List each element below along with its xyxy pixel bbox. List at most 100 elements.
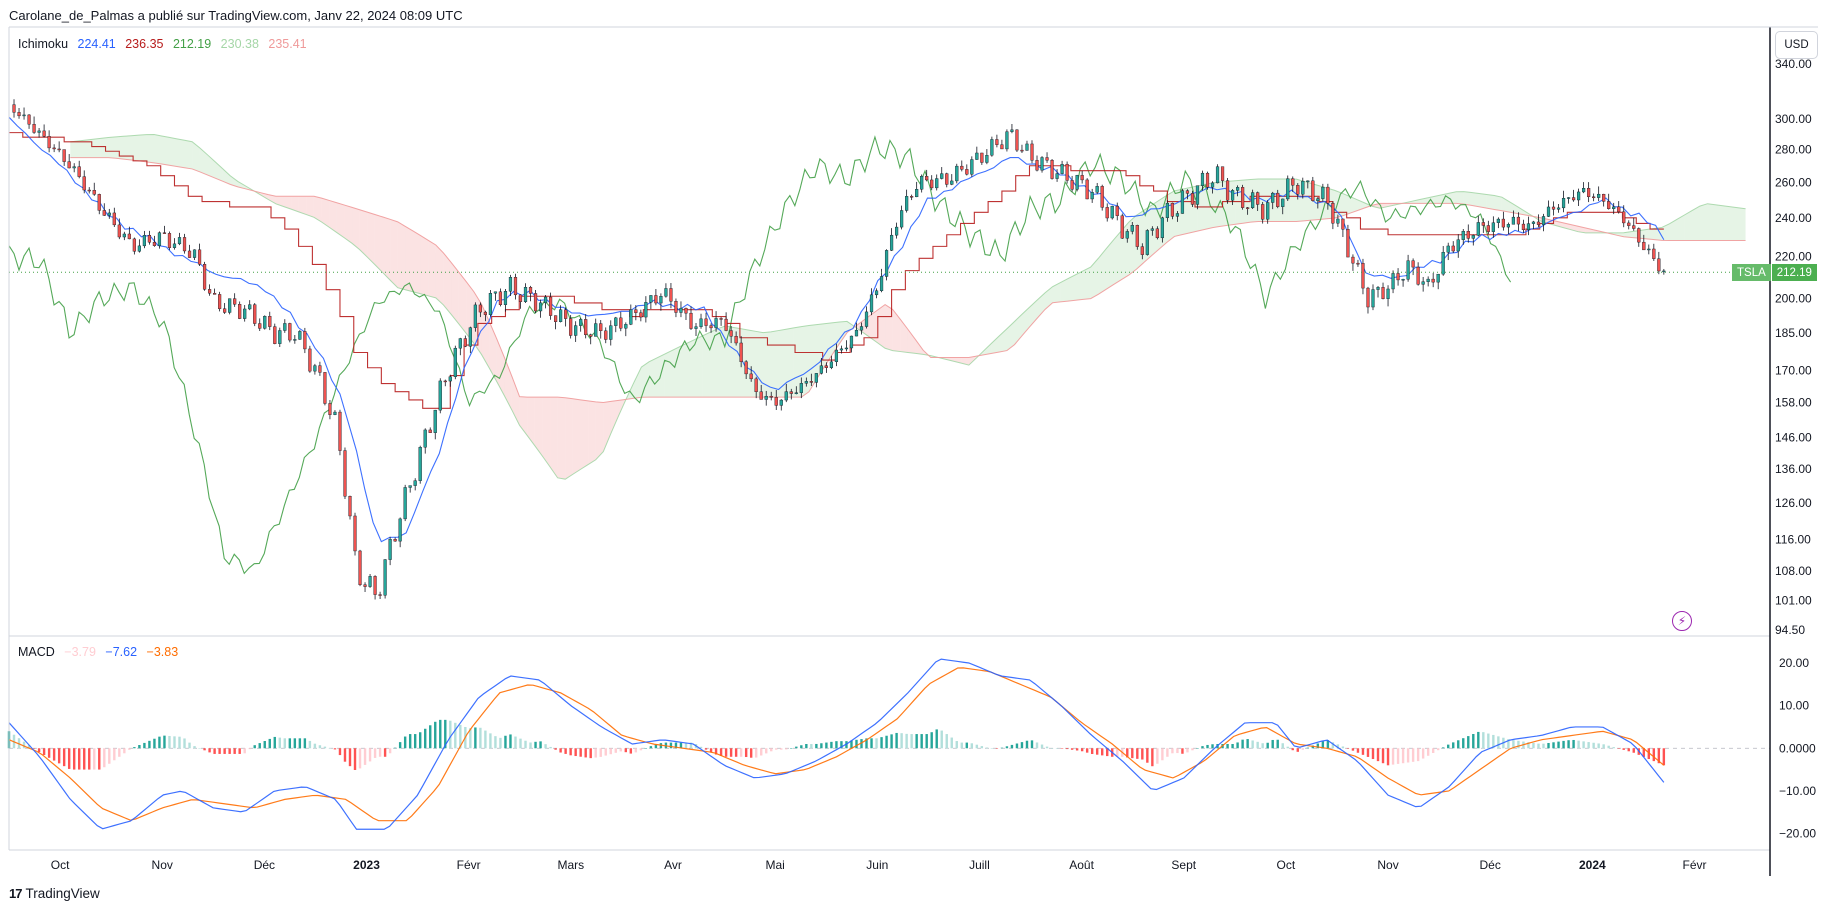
cloud-segment-bullish	[1722, 205, 1731, 241]
candle-body	[228, 298, 232, 313]
candle-body	[854, 329, 859, 337]
cloud-segment-bearish	[550, 397, 558, 478]
candle-body	[564, 309, 568, 319]
macd-histogram-bar	[1045, 746, 1049, 749]
cloud-segment-bullish	[1730, 206, 1738, 241]
cloud-segment-bearish	[580, 399, 589, 470]
candle-body	[32, 124, 36, 133]
lightning-bolt-icon[interactable]: ⚡	[1672, 611, 1692, 631]
candle-body	[609, 325, 613, 340]
macd-histogram-bar	[684, 742, 688, 749]
candle-body	[774, 397, 778, 406]
candle-body	[1627, 222, 1631, 226]
candle-body	[233, 298, 237, 305]
macd-histogram-bar	[1431, 748, 1435, 753]
candle-body	[107, 212, 111, 216]
cloud-segment-bullish	[146, 134, 155, 163]
cloud-segment-bearish	[313, 196, 322, 223]
candle-body	[1401, 279, 1405, 281]
macd-histogram-bar	[599, 748, 602, 757]
macd-histogram-bar	[1316, 743, 1320, 749]
macd-histogram-bar	[835, 741, 838, 749]
candle-body	[789, 391, 793, 394]
macd-histogram-bar	[890, 734, 893, 749]
cloud-segment-bearish	[953, 357, 962, 364]
cloud-segment-bullish	[1509, 201, 1518, 214]
macd-histogram-bar	[1211, 744, 1214, 749]
macd-histogram-bar	[248, 748, 251, 750]
candle-body	[1446, 245, 1450, 253]
currency-button[interactable]: USD	[1775, 31, 1818, 59]
macd-histogram-bar	[589, 748, 592, 759]
cloud-segment-bearish	[412, 230, 421, 294]
macd-histogram-bar	[42, 748, 46, 756]
macd-signal-line	[8, 667, 1665, 822]
candle-body	[895, 226, 899, 236]
macd-histogram-bar	[634, 748, 638, 753]
cloud-segment-bullish	[786, 327, 794, 398]
macd-histogram-bar	[900, 733, 903, 749]
macd-histogram-bar	[519, 738, 522, 749]
candle-body	[714, 318, 718, 329]
candle-body	[1622, 211, 1626, 224]
macd-histogram-bar	[509, 734, 512, 749]
cloud-segment-bullish	[108, 136, 116, 159]
cloud-segment-bearish	[610, 400, 619, 434]
price-tick-label: 116.00	[1775, 532, 1811, 546]
candle-body	[1070, 180, 1074, 190]
candle-body	[1341, 218, 1345, 230]
cloud-segment-bullish	[1151, 200, 1160, 256]
macd-histogram-bar	[1171, 748, 1174, 754]
candle-body	[213, 292, 217, 295]
candle-body	[1005, 131, 1009, 150]
cloud-segment-bullish	[1692, 206, 1700, 241]
macd-histogram-bar	[439, 719, 442, 749]
cloud-segment-bullish	[1433, 194, 1441, 204]
candle-body	[152, 242, 157, 246]
candle-body	[659, 296, 663, 304]
macd-histogram-bar	[1361, 748, 1365, 755]
candle-body	[579, 319, 583, 326]
candle-body	[674, 301, 678, 313]
macd-histogram-bar	[1457, 740, 1460, 749]
candle-body	[704, 318, 708, 326]
macd-legend[interactable]: MACD −3.79 −7.62 −3.83	[18, 645, 184, 659]
chart-axes: 340.00 300.00 280.00 260.00 240.00 220.00 200.…	[8, 26, 1818, 876]
macd-histogram-bar	[62, 748, 66, 767]
cloud-segment-bullish	[1654, 227, 1662, 241]
macd-tick-label: −20.00	[1779, 826, 1816, 840]
candle-body	[864, 311, 869, 327]
macd-histogram-bar	[168, 735, 171, 749]
cloud-segment-bullish	[778, 329, 787, 398]
cloud-segment-bearish	[869, 310, 878, 343]
candle-body	[1060, 163, 1064, 174]
macd-histogram-bar	[1226, 744, 1229, 749]
cloud-segment-bullish	[1638, 229, 1647, 239]
macd-histogram-bar	[624, 748, 628, 753]
candle-body	[37, 130, 41, 133]
tradingview-footer[interactable]: 17 TradingView	[9, 886, 100, 901]
macd-histogram-bar	[810, 744, 813, 749]
price-tick-label: 200.00	[1775, 291, 1812, 305]
macd-histogram-bar	[293, 738, 297, 749]
cloud-segment-bullish	[793, 326, 802, 398]
macd-histogram-bar	[318, 745, 322, 749]
cloud-segment-bullish	[824, 322, 832, 368]
candle-body	[92, 190, 96, 195]
candle-body	[1642, 241, 1646, 251]
candle-body	[543, 296, 548, 304]
macd-histogram-bar	[564, 748, 567, 754]
macd-histogram-bar	[1116, 748, 1119, 757]
ichimoku-legend[interactable]: Ichimoku 224.41 236.35 212.19 230.38 235…	[18, 37, 313, 51]
macd-histogram-bar	[1497, 736, 1500, 749]
candle-body	[1215, 166, 1220, 184]
macd-histogram-bar	[724, 748, 728, 757]
macd-histogram-bar	[1442, 747, 1445, 749]
macd-histogram-bar	[198, 748, 201, 749]
candle-body	[1526, 223, 1531, 231]
macd-histogram-bar	[1085, 748, 1089, 753]
cloud-segment-bearish	[443, 252, 452, 315]
macd-histogram-bar	[348, 748, 352, 767]
macd-histogram-bar	[609, 748, 612, 755]
